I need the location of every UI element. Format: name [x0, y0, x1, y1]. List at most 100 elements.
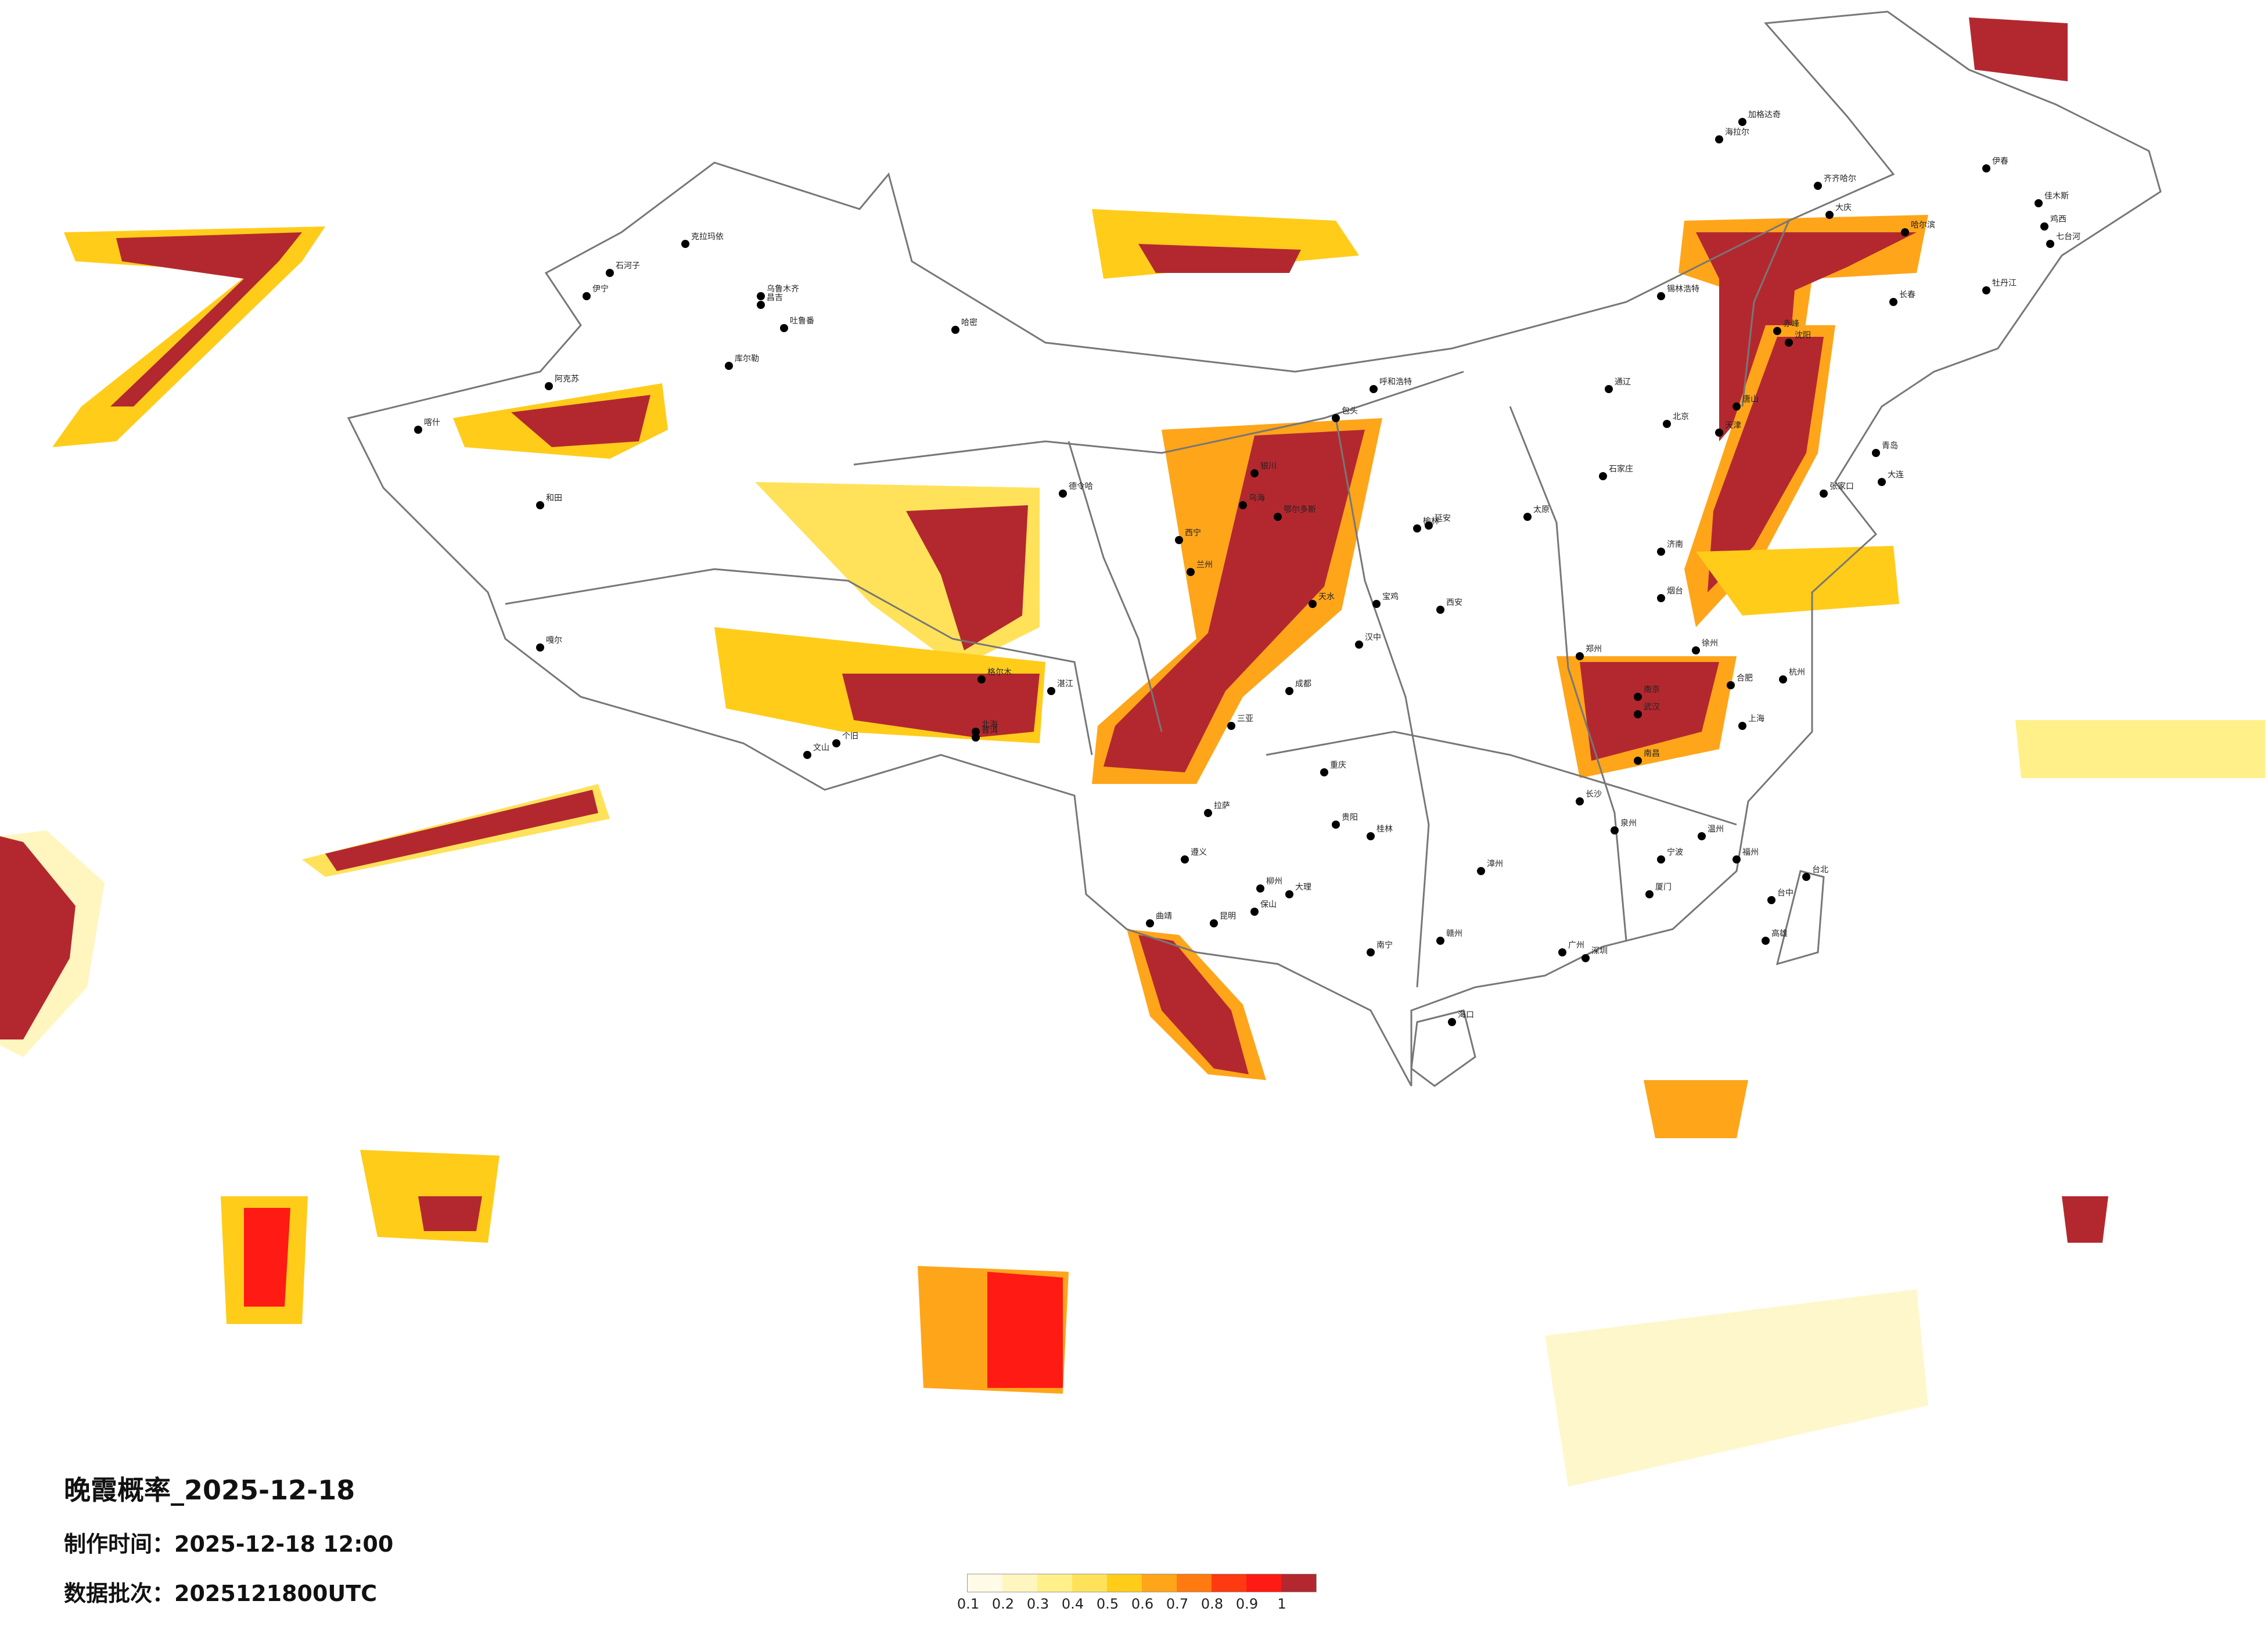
city-label: 呼和浩特	[1379, 377, 1412, 387]
city-dot	[536, 501, 544, 509]
city-dot	[1204, 809, 1212, 817]
city-dot	[1256, 884, 1264, 893]
province-border-3	[1266, 731, 1737, 826]
city-label: 通辽	[1615, 377, 1631, 387]
city-label: 兰州	[1196, 560, 1213, 570]
city-dot	[1738, 722, 1746, 730]
prob-area-shandong	[1696, 546, 1899, 616]
city-label: 青岛	[1882, 441, 1898, 451]
legend-swatches	[967, 1574, 1317, 1592]
city-label: 哈尔滨	[1911, 221, 1935, 230]
city-dot	[1285, 890, 1293, 898]
city-label: 海拉尔	[1725, 128, 1749, 137]
city-label: 天津	[1725, 421, 1741, 430]
city-label: 保山	[1260, 900, 1277, 909]
legend-swatch	[1246, 1574, 1281, 1592]
city-dot	[1175, 536, 1183, 544]
city-label: 唐山	[1742, 394, 1759, 404]
city-dot	[1802, 873, 1810, 881]
city-dot	[414, 426, 422, 434]
city-dot	[757, 301, 765, 309]
city-dot	[1355, 641, 1363, 649]
prob-area-far-northeast	[1969, 17, 2068, 81]
legend-tick-label: 0.3	[1026, 1596, 1049, 1612]
legend-swatch	[1177, 1574, 1212, 1592]
city-label: 济南	[1667, 540, 1683, 549]
city-dot	[1825, 211, 1834, 219]
city-dot	[1611, 826, 1619, 834]
city-dot	[1320, 768, 1328, 776]
city-dot	[1059, 490, 1067, 498]
city-dot	[1715, 135, 1723, 143]
city-label: 天水	[1318, 592, 1335, 602]
city-dot	[1576, 797, 1584, 805]
province-border-6	[1067, 441, 1163, 732]
prob-area-sw-sea-2-core	[418, 1196, 482, 1231]
city-label: 佳木斯	[2044, 192, 2069, 201]
city-dot	[1820, 490, 1828, 498]
city-label: 嘎尔	[546, 636, 562, 645]
city-label: 银川	[1260, 462, 1277, 471]
city-label: 石家庄	[1609, 464, 1633, 474]
city-label: 伊春	[1992, 157, 2008, 166]
city-dot	[1436, 606, 1444, 614]
city-dot	[1785, 339, 1793, 347]
city-dot	[1727, 681, 1735, 689]
legend-swatch	[1142, 1574, 1177, 1592]
city-label: 格尔木	[987, 668, 1012, 677]
city-label: 西宁	[1185, 528, 1201, 538]
hainan-outline	[1410, 1009, 1476, 1087]
city-label: 德令哈	[1069, 482, 1093, 491]
city-label: 包头	[1342, 406, 1358, 416]
city-dot	[1814, 182, 1822, 190]
city-label: 武汉	[1644, 703, 1660, 712]
city-dot	[1477, 867, 1485, 875]
legend-tick-label: 0.1	[957, 1596, 980, 1612]
city-dot	[1878, 478, 1886, 486]
city-label: 伊宁	[592, 284, 609, 294]
city-label: 吐鲁番	[790, 316, 814, 326]
city-label: 台中	[1777, 888, 1793, 898]
legend-swatch	[1072, 1574, 1107, 1592]
city-label: 长沙	[1586, 790, 1602, 799]
city-dot	[1605, 385, 1613, 393]
city-label: 阿克苏	[555, 375, 579, 384]
batch-value: 2025121800UTC	[174, 1581, 378, 1606]
city-label: 乌海	[1249, 494, 1265, 503]
city-dot	[1657, 855, 1665, 864]
legend-tick-label: 0.4	[1061, 1596, 1084, 1612]
city-label: 桂林	[1376, 825, 1393, 834]
city-dot	[1309, 600, 1317, 608]
city-dot	[1367, 948, 1375, 956]
city-dot	[583, 292, 591, 300]
city-dot	[757, 292, 765, 300]
city-label: 宁波	[1667, 847, 1683, 857]
city-dot	[1210, 919, 1218, 927]
city-label: 和田	[546, 494, 562, 503]
city-label: 石河子	[616, 261, 640, 271]
city-dot	[1576, 652, 1584, 660]
city-dot	[1645, 890, 1654, 898]
production-time-row: 制作时间：2025-12-18 12:00	[64, 1526, 393, 1558]
city-label: 锡林浩特	[1667, 285, 1699, 294]
city-label: 昌吉	[767, 293, 783, 303]
city-label: 普洱	[982, 726, 998, 735]
city-label: 克拉玛依	[691, 232, 724, 242]
city-dot	[1738, 118, 1746, 126]
city-dot	[972, 728, 980, 736]
city-label: 个旧	[842, 732, 858, 741]
batch-label: 数据批次：	[64, 1581, 175, 1606]
city-label: 七台河	[2056, 232, 2080, 242]
prob-area-yangtze-core	[1580, 662, 1719, 761]
china-outline	[347, 10, 2162, 1087]
city-label: 深圳	[1591, 947, 1608, 956]
city-dot	[1663, 420, 1671, 428]
city-dot	[1779, 675, 1787, 684]
border-layer	[347, 10, 2162, 1087]
city-dot	[1982, 164, 1990, 172]
city-dot	[780, 324, 788, 332]
city-label: 杭州	[1789, 668, 1805, 677]
city-dot	[681, 240, 689, 248]
map-title: 晚霞概率_2025-12-18	[64, 1474, 355, 1506]
